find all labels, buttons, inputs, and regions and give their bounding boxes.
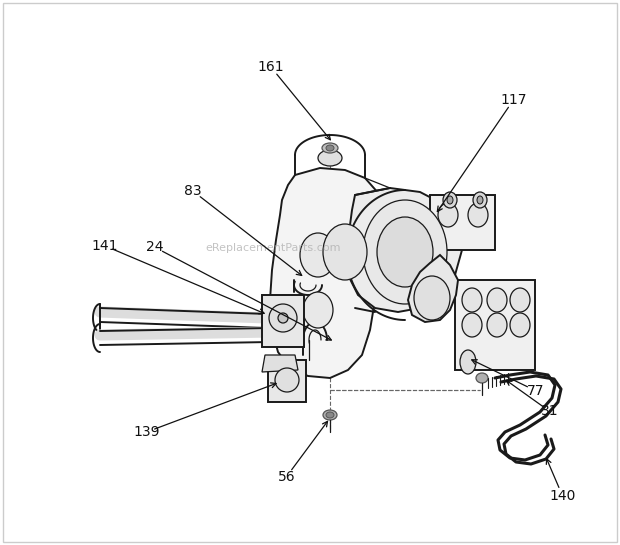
Bar	[268, 360, 306, 402]
Ellipse shape	[326, 412, 334, 418]
Text: 77: 77	[526, 384, 544, 398]
Ellipse shape	[269, 304, 297, 332]
Ellipse shape	[414, 276, 450, 320]
Bar	[430, 195, 495, 250]
Ellipse shape	[323, 224, 367, 280]
Ellipse shape	[303, 292, 333, 328]
Text: 56: 56	[278, 470, 295, 484]
Ellipse shape	[468, 203, 488, 227]
Text: 83: 83	[184, 184, 202, 198]
Ellipse shape	[278, 313, 288, 323]
Text: eReplacementParts.com: eReplacementParts.com	[205, 243, 340, 253]
Bar	[455, 280, 535, 370]
Ellipse shape	[363, 200, 447, 304]
Ellipse shape	[476, 373, 488, 383]
Ellipse shape	[438, 203, 458, 227]
Ellipse shape	[462, 313, 482, 337]
Ellipse shape	[462, 288, 482, 312]
Ellipse shape	[473, 192, 487, 208]
Ellipse shape	[318, 150, 342, 166]
Ellipse shape	[377, 217, 433, 287]
Ellipse shape	[326, 145, 334, 151]
Polygon shape	[270, 168, 385, 378]
Ellipse shape	[510, 288, 530, 312]
Ellipse shape	[447, 196, 453, 204]
Ellipse shape	[322, 143, 338, 153]
Text: 24: 24	[146, 240, 164, 254]
Polygon shape	[262, 355, 298, 372]
Text: 31: 31	[541, 404, 559, 419]
Ellipse shape	[275, 368, 299, 392]
Polygon shape	[346, 188, 462, 312]
Text: 139: 139	[133, 425, 159, 439]
Ellipse shape	[510, 313, 530, 337]
Ellipse shape	[487, 313, 507, 337]
Ellipse shape	[460, 350, 476, 374]
Ellipse shape	[443, 192, 457, 208]
Polygon shape	[408, 255, 458, 322]
Ellipse shape	[323, 410, 337, 420]
Ellipse shape	[487, 288, 507, 312]
Text: 161: 161	[258, 60, 285, 74]
Bar	[262, 295, 304, 347]
Text: 141: 141	[91, 239, 118, 253]
Ellipse shape	[300, 233, 336, 277]
Text: 140: 140	[549, 488, 575, 502]
Ellipse shape	[477, 196, 483, 204]
Text: 117: 117	[500, 93, 526, 107]
